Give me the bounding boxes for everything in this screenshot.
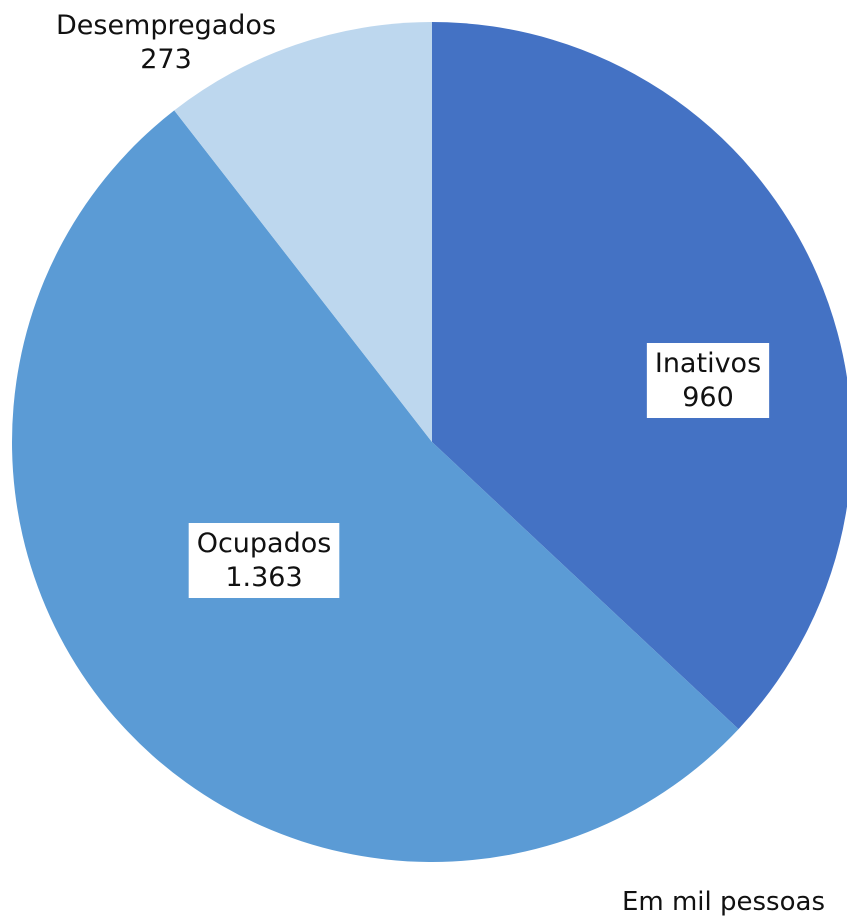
- pie-slice-desempregados: [174, 22, 432, 442]
- slice-label-name: Ocupados: [197, 528, 332, 559]
- slice-label-value: 1.363: [225, 562, 302, 593]
- pie-slices: [12, 22, 847, 862]
- slice-label-name: Inativos: [655, 348, 761, 379]
- slice-label-value: 960: [682, 382, 734, 413]
- slice-label-box: [188, 523, 340, 598]
- pie-slice-ocupados: [12, 110, 739, 862]
- slice-label-name: Desempregados: [56, 10, 276, 41]
- slice-label-value: 273: [140, 44, 192, 75]
- unit-note: Em mil pessoas: [621, 887, 825, 917]
- slice-label-box: [646, 343, 770, 418]
- pie-slice-inativos: [432, 22, 847, 730]
